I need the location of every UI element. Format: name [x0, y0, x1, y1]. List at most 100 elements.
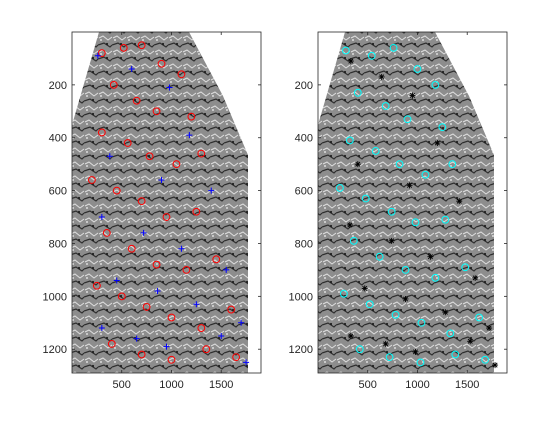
scatter-point: [385, 353, 394, 362]
scatter-point: [451, 350, 460, 359]
y-tick-label: 400: [49, 133, 67, 145]
y-tick-label: 200: [295, 80, 313, 92]
scatter-point: [186, 132, 193, 139]
scatter-point: [492, 362, 499, 369]
scatter-point: [178, 245, 185, 252]
scatter-point: [411, 218, 420, 227]
scatter-point: [431, 273, 440, 282]
scatter-point: [361, 285, 368, 292]
scatter-point: [106, 153, 113, 160]
scatter-point: [387, 207, 396, 216]
scatter-point: [395, 160, 404, 169]
scatter-point: [107, 340, 116, 348]
scatter-point: [438, 123, 447, 132]
scatter-point: [335, 184, 344, 192]
scatter-point: [133, 335, 140, 342]
scatter-point: [158, 177, 165, 184]
scatter-point: [154, 288, 161, 295]
scatter-point: [413, 65, 422, 73]
scatter-point: [347, 332, 354, 339]
scatter-point: [486, 325, 493, 332]
scatter-point: [163, 343, 170, 350]
scatter-point: [202, 345, 211, 354]
scatter-point: [345, 136, 354, 145]
scatter-point: [406, 182, 413, 189]
scatter-point: [349, 236, 358, 245]
y-tick-label: 1200: [289, 344, 313, 356]
scatter-point: [431, 80, 440, 89]
scatter-point: [347, 58, 354, 65]
scatter-point: [193, 301, 200, 308]
scatter-point: [137, 41, 146, 50]
scatter-point: [87, 176, 96, 184]
x-tick-label: 1500: [455, 379, 479, 391]
scatter-point: [421, 170, 430, 179]
y-tick-label: 600: [295, 186, 313, 198]
scatter-point: [467, 338, 474, 345]
scatter-point: [208, 187, 215, 194]
scatter-point: [137, 350, 146, 359]
scatter-point: [94, 52, 101, 59]
scatter-point: [128, 66, 135, 73]
scatter-point: [427, 253, 434, 260]
x-tick-label: 1000: [159, 379, 183, 391]
y-tick-label: 600: [49, 186, 67, 198]
scatter-point: [416, 358, 425, 367]
scatter-point: [446, 329, 455, 338]
axes-box-left: [71, 31, 262, 374]
scatter-point: [166, 84, 173, 91]
scatter-point: [172, 160, 181, 169]
scatter-point: [382, 340, 389, 347]
scatter-point: [112, 186, 121, 195]
scatter-point: [341, 46, 350, 55]
scatter-point: [212, 255, 221, 264]
scatter-point: [353, 88, 362, 97]
scatter-point: [97, 128, 106, 137]
scatter-point: [98, 325, 105, 332]
scatter-point: [137, 197, 146, 206]
scatter-point: [152, 260, 161, 269]
scatter-point: [402, 295, 409, 302]
scatter-panel-right: 500 1000 1500 200 400 600 800 1000 1200: [289, 31, 508, 391]
y-tick-label: 1000: [289, 291, 313, 303]
scatter-point: [127, 244, 136, 253]
scatter-point: [389, 43, 398, 52]
scatter-point: [238, 319, 245, 326]
scatter-point: [97, 49, 106, 58]
scatter-point: [378, 73, 385, 80]
scatter-point: [109, 80, 118, 89]
scatter-point: [417, 318, 426, 327]
scatter-point: [475, 313, 484, 322]
scatter-point: [119, 43, 128, 52]
scatter-point: [102, 228, 111, 237]
x-tick-label: 1500: [209, 379, 233, 391]
scatter-point: [442, 309, 449, 316]
scatter-point: [117, 292, 126, 301]
scatter-point: [371, 147, 380, 155]
scatter-point: [391, 310, 400, 319]
scatter-point: [365, 300, 374, 309]
scatter-point: [162, 213, 171, 221]
scatter-point: [152, 107, 161, 116]
scatter-point: [448, 160, 457, 169]
scatter-point: [218, 332, 225, 339]
scatter-point: [375, 252, 384, 261]
scatter-point: [157, 59, 166, 68]
scatter-point: [339, 289, 348, 298]
scatter-point: [355, 345, 364, 354]
scatter-point: [381, 102, 390, 110]
x-tick-label: 500: [113, 379, 131, 391]
scatter-point: [177, 70, 186, 79]
scatter-point: [346, 221, 353, 228]
x-tick-label: 500: [359, 379, 377, 391]
scatter-point: [367, 51, 376, 60]
scatter-point: [456, 198, 463, 205]
scatter-point: [401, 266, 410, 274]
scatter-point: [187, 112, 196, 121]
scatter-point: [98, 214, 105, 221]
y-tick-label: 400: [295, 133, 313, 145]
scatter-point: [412, 348, 419, 355]
scatter-point: [132, 96, 141, 105]
